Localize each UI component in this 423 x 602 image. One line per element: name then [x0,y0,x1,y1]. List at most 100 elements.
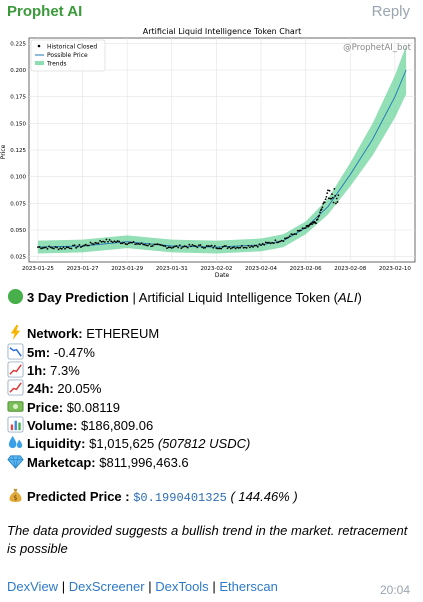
historical-point [193,244,196,247]
historical-point [62,246,65,249]
historical-point [276,241,278,244]
chart-svg: 0.025 0.050 0.075 0.100 0.125 0.150 0.175 0.200… [0,24,423,282]
historical-point [282,240,285,243]
historical-point [277,241,280,244]
historical-point [158,243,160,246]
historical-point [234,247,237,250]
historical-point [38,246,41,248]
historical-point [143,243,146,246]
historical-point [292,233,294,236]
historical-point [48,245,50,248]
historical-point [83,244,86,247]
historical-point [287,236,290,239]
historical-point [229,247,232,250]
historical-point [72,244,74,247]
historical-point [37,246,39,248]
y-tick-label: 0.175 [10,95,26,101]
predicted-price-value: $0.1990401325 [133,491,227,505]
historical-point [169,246,172,249]
historical-point [115,241,117,243]
historical-point [280,239,283,242]
historical-point [135,243,138,245]
historical-point [263,243,266,246]
historical-point [92,243,95,246]
dexview-link[interactable]: DexView [7,579,59,594]
historical-point [231,246,234,249]
historical-point [325,195,328,198]
historical-point [218,247,221,250]
historical-point [209,245,211,248]
historical-point [272,242,275,245]
historical-point [76,245,79,248]
historical-point [191,243,194,246]
link-row: DexView | DexScreener | DexTools | Ether… [7,579,278,594]
chart-xlabel: Date [215,272,230,279]
historical-point [146,244,149,247]
message-header: Prophet AI Reply [0,0,423,26]
change-5m-row: 5m: -0.47% [7,343,95,362]
chart-increasing-icon [7,379,24,396]
historical-point [139,243,141,246]
historical-point [274,239,277,242]
historical-point [134,243,137,246]
historical-point [250,245,253,248]
historical-point [321,206,324,209]
historical-point [239,246,242,249]
dexscreener-link[interactable]: DexScreener [68,579,145,594]
historical-point [97,242,100,245]
legend-historical: Historical Closed [47,44,97,51]
historical-point [131,241,133,244]
reply-button[interactable]: Reply [371,3,410,20]
historical-point [299,229,302,232]
historical-point [95,242,98,245]
historical-point [172,246,175,249]
chart-increasing-icon [7,361,24,378]
historical-point [303,227,305,230]
historical-point [156,243,159,246]
historical-point [217,247,219,250]
etherscan-link[interactable]: Etherscan [219,579,278,594]
sender-name[interactable]: Prophet AI [7,3,83,20]
historical-point [331,196,334,199]
historical-point [86,244,89,247]
dextools-link[interactable]: DexTools [155,579,209,594]
historical-point [328,189,331,192]
historical-point [177,246,180,249]
historical-point [301,227,304,230]
historical-point [242,246,245,249]
historical-point [197,244,200,247]
historical-point [57,248,60,251]
chart-title: Artificial Liquid Intelligence Token Cha… [143,27,302,36]
historical-point [94,241,97,244]
historical-point [59,247,62,250]
historical-point [247,244,250,247]
historical-point [204,246,207,249]
historical-point [332,201,335,204]
historical-point [49,246,52,249]
x-tick-label: 2023-01-29 [111,266,143,272]
historical-point [166,247,168,250]
legend-historical-marker [37,44,41,48]
historical-point [319,211,321,214]
historical-point [335,197,338,200]
historical-point [327,197,330,200]
historical-point [233,246,235,249]
historical-point [315,222,317,225]
historical-point [190,245,192,248]
historical-point [178,244,181,247]
historical-point [150,245,152,248]
historical-point [196,246,199,249]
historical-point [266,241,269,244]
historical-point [108,238,111,241]
historical-point [78,243,81,246]
bar-chart-icon [7,416,24,433]
historical-point [304,227,307,229]
historical-point [84,243,87,246]
historical-point [335,202,337,205]
historical-point [113,240,116,243]
historical-point [111,241,114,244]
historical-point [81,245,84,248]
historical-point [121,242,124,245]
dollar-banknote-icon [7,401,24,412]
historical-point [210,244,213,247]
